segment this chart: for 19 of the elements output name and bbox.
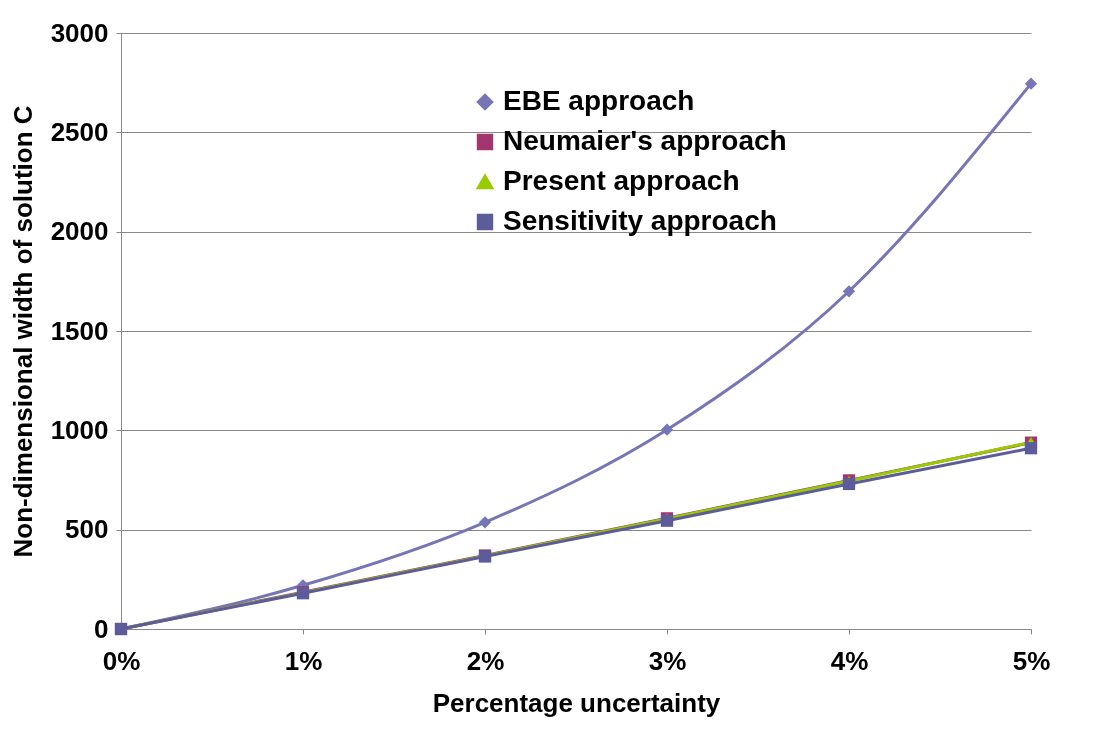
x-tick-label: 3% <box>648 645 687 676</box>
y-axis-title: Non-dimensional width of solution C <box>7 105 38 558</box>
y-tick-label: 0 <box>94 613 109 644</box>
y-tick-label: 1000 <box>50 414 109 445</box>
y-tick-label: 1500 <box>50 315 109 346</box>
legend-label: Sensitivity approach <box>503 205 777 236</box>
legend-label: EBE approach <box>503 85 695 116</box>
x-tick-label: 0% <box>102 645 141 676</box>
y-tick-label: 3000 <box>50 17 109 48</box>
x-tick-label: 4% <box>830 645 869 676</box>
y-tick-label: 2500 <box>50 116 109 147</box>
legend-label: Neumaier's approach <box>503 125 787 156</box>
y-tick-label: 2000 <box>50 216 109 247</box>
x-tick-label: 5% <box>1012 645 1051 676</box>
legend-label: Present approach <box>503 165 740 196</box>
x-tick-label: 1% <box>284 645 323 676</box>
x-tick-label: 2% <box>466 645 505 676</box>
y-tick-label: 500 <box>65 514 109 545</box>
x-axis-title: Percentage uncertainty <box>432 687 721 718</box>
